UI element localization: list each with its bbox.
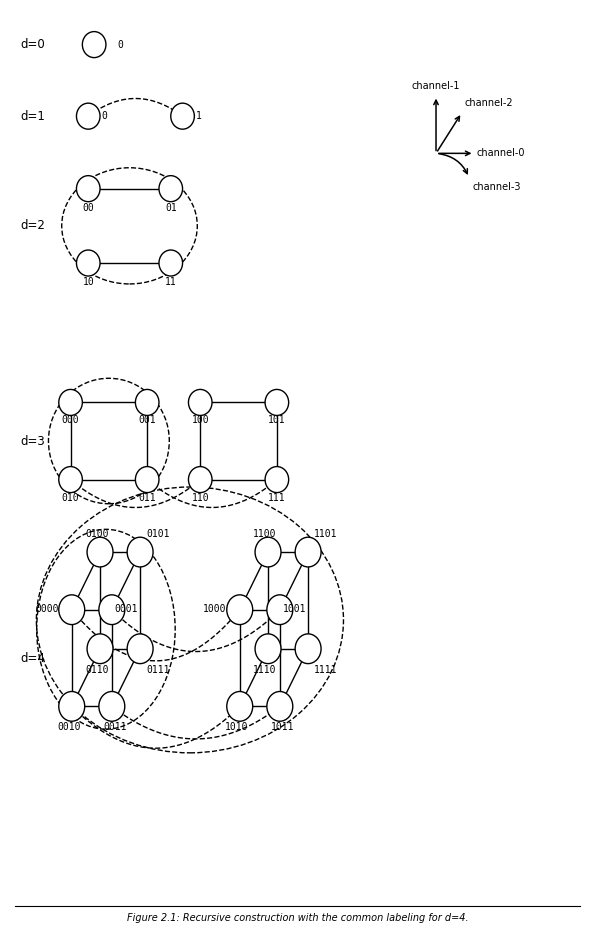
Ellipse shape xyxy=(99,692,125,721)
Text: 1: 1 xyxy=(196,111,201,122)
Ellipse shape xyxy=(159,250,183,276)
Text: 1011: 1011 xyxy=(271,722,295,732)
Text: d=1: d=1 xyxy=(20,109,45,122)
Text: 0: 0 xyxy=(118,39,124,50)
Text: 001: 001 xyxy=(139,415,156,425)
Ellipse shape xyxy=(77,103,100,129)
Text: 1110: 1110 xyxy=(253,665,277,674)
Text: 0101: 0101 xyxy=(146,529,170,539)
Text: 011: 011 xyxy=(139,493,156,503)
Text: 1010: 1010 xyxy=(225,722,249,732)
Ellipse shape xyxy=(255,538,281,567)
Text: 010: 010 xyxy=(62,493,79,503)
Text: 10: 10 xyxy=(82,277,94,287)
Ellipse shape xyxy=(295,634,321,664)
Ellipse shape xyxy=(171,103,195,129)
Text: 100: 100 xyxy=(192,415,209,425)
Ellipse shape xyxy=(87,634,113,664)
Text: 101: 101 xyxy=(268,415,286,425)
Ellipse shape xyxy=(59,692,84,721)
Ellipse shape xyxy=(82,32,106,58)
Text: 110: 110 xyxy=(192,493,209,503)
Ellipse shape xyxy=(59,595,84,625)
Text: 0100: 0100 xyxy=(85,529,109,539)
Ellipse shape xyxy=(159,176,183,202)
Ellipse shape xyxy=(127,538,153,567)
Ellipse shape xyxy=(295,538,321,567)
Ellipse shape xyxy=(227,692,253,721)
Text: d=3: d=3 xyxy=(20,435,45,448)
Text: d=4: d=4 xyxy=(20,652,45,665)
Text: 01: 01 xyxy=(165,203,177,212)
Text: 000: 000 xyxy=(62,415,79,425)
Ellipse shape xyxy=(265,389,289,415)
Text: channel-1: channel-1 xyxy=(412,81,461,91)
Ellipse shape xyxy=(227,595,253,625)
Ellipse shape xyxy=(267,692,293,721)
Text: Figure 2.1: Recursive construction with the common labeling for d=4.: Figure 2.1: Recursive construction with … xyxy=(127,913,468,923)
Ellipse shape xyxy=(59,467,82,493)
Text: 1111: 1111 xyxy=(314,665,337,674)
Ellipse shape xyxy=(255,634,281,664)
Ellipse shape xyxy=(127,634,153,664)
Ellipse shape xyxy=(136,389,159,415)
Ellipse shape xyxy=(136,467,159,493)
Ellipse shape xyxy=(77,250,100,276)
Ellipse shape xyxy=(99,595,125,625)
Ellipse shape xyxy=(189,467,212,493)
Text: 0000: 0000 xyxy=(35,604,59,613)
Ellipse shape xyxy=(267,595,293,625)
Text: 0010: 0010 xyxy=(57,722,80,732)
Text: 1100: 1100 xyxy=(253,529,277,539)
Text: 0111: 0111 xyxy=(146,665,170,674)
Text: 0001: 0001 xyxy=(115,604,138,613)
Text: channel-3: channel-3 xyxy=(472,182,521,193)
Ellipse shape xyxy=(265,467,289,493)
Ellipse shape xyxy=(77,176,100,202)
Text: 0: 0 xyxy=(101,111,107,122)
Text: 0011: 0011 xyxy=(103,722,127,732)
Text: 00: 00 xyxy=(82,203,94,212)
Ellipse shape xyxy=(87,538,113,567)
Ellipse shape xyxy=(59,389,82,415)
Ellipse shape xyxy=(189,389,212,415)
Text: 1000: 1000 xyxy=(203,604,227,613)
Text: d=2: d=2 xyxy=(20,220,45,232)
Text: 1001: 1001 xyxy=(283,604,306,613)
Text: 111: 111 xyxy=(268,493,286,503)
Text: 1101: 1101 xyxy=(314,529,337,539)
Text: 0110: 0110 xyxy=(85,665,109,674)
Text: channel-2: channel-2 xyxy=(465,98,513,108)
Text: d=0: d=0 xyxy=(20,38,45,51)
Text: channel-0: channel-0 xyxy=(476,149,525,158)
Text: 11: 11 xyxy=(165,277,177,287)
